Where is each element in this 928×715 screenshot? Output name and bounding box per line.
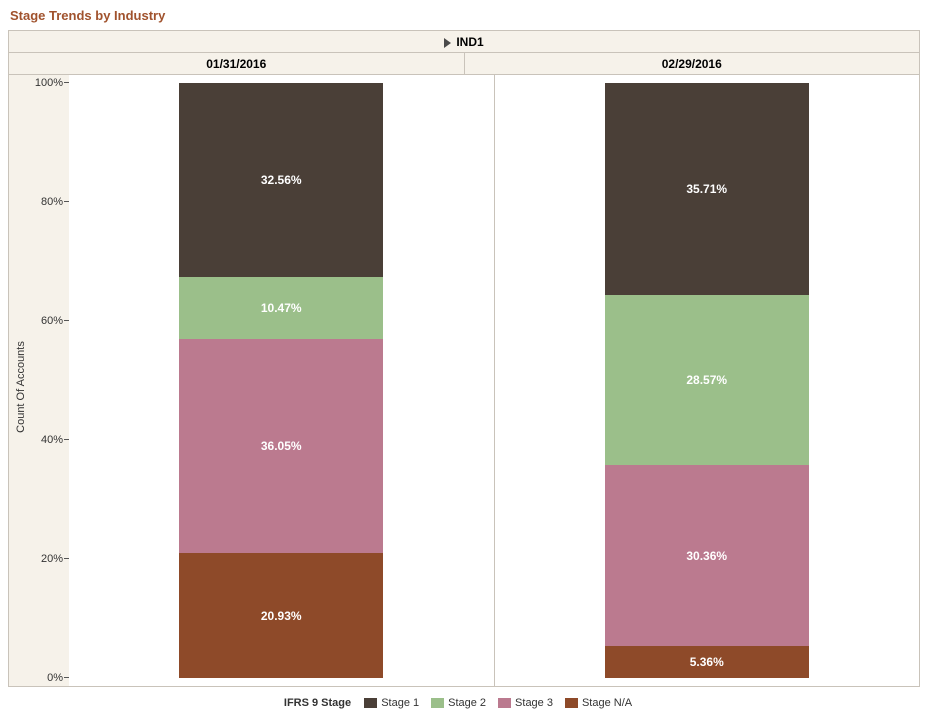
bar-segment: 20.93% bbox=[179, 553, 383, 678]
chart-panel: 35.71%28.57%30.36%5.36% bbox=[495, 75, 920, 686]
y-tick-label: 20% bbox=[41, 553, 63, 565]
group-header[interactable]: IND1 bbox=[9, 31, 919, 53]
bar-segment: 28.57% bbox=[605, 295, 809, 465]
legend-label: Stage 2 bbox=[448, 697, 486, 709]
legend-label: Stage 1 bbox=[381, 697, 419, 709]
legend-item: Stage N/A bbox=[565, 697, 632, 709]
y-tick-labels: 0% 20% 40% 60% 80% 100% bbox=[19, 75, 67, 686]
bar-segment: 35.71% bbox=[605, 83, 809, 295]
legend-item: Stage 3 bbox=[498, 697, 553, 709]
legend-swatch bbox=[565, 698, 578, 708]
bar-segment: 36.05% bbox=[179, 339, 383, 553]
stacked-bar: 35.71%28.57%30.36%5.36% bbox=[605, 83, 809, 678]
chart-panel: 32.56%10.47%36.05%20.93% bbox=[69, 75, 495, 686]
plot-area: 32.56%10.47%36.05%20.93% bbox=[69, 83, 494, 678]
y-tick-label: 80% bbox=[41, 196, 63, 208]
legend-swatch bbox=[431, 698, 444, 708]
chart-container: Stage Trends by Industry IND1 01/31/2016… bbox=[0, 0, 928, 715]
legend-label: Stage 3 bbox=[515, 697, 553, 709]
panel-header: 01/31/2016 bbox=[9, 53, 465, 74]
y-tick-label: 40% bbox=[41, 434, 63, 446]
legend-item: Stage 1 bbox=[364, 697, 419, 709]
bar-segment: 5.36% bbox=[605, 646, 809, 678]
plot-row: 32.56%10.47%36.05%20.93% 35.71%28.57%30.… bbox=[69, 75, 919, 686]
stacked-bar: 32.56%10.47%36.05%20.93% bbox=[179, 83, 383, 678]
chart-outer: IND1 01/31/2016 02/29/2016 Count Of Acco… bbox=[8, 30, 920, 687]
legend-swatch bbox=[498, 698, 511, 708]
legend-item: Stage 2 bbox=[431, 697, 486, 709]
legend-label: Stage N/A bbox=[582, 697, 632, 709]
legend-swatch bbox=[364, 698, 377, 708]
panel-header-row: 01/31/2016 02/29/2016 bbox=[9, 53, 919, 75]
y-tick-label: 100% bbox=[35, 77, 63, 89]
bar-segment: 32.56% bbox=[179, 83, 383, 277]
panel-header: 02/29/2016 bbox=[465, 53, 920, 74]
chart-title: Stage Trends by Industry bbox=[0, 0, 928, 29]
expand-icon bbox=[444, 38, 451, 48]
bar-segment: 30.36% bbox=[605, 465, 809, 646]
legend: IFRS 9 Stage Stage 1 Stage 2 Stage 3 Stage … bbox=[0, 697, 928, 709]
legend-title: IFRS 9 Stage bbox=[284, 697, 351, 709]
plot-area: 35.71%28.57%30.36%5.36% bbox=[495, 83, 920, 678]
group-label: IND1 bbox=[456, 35, 483, 49]
y-tick-label: 0% bbox=[47, 672, 63, 684]
bar-segment: 10.47% bbox=[179, 277, 383, 339]
y-tick-label: 60% bbox=[41, 315, 63, 327]
